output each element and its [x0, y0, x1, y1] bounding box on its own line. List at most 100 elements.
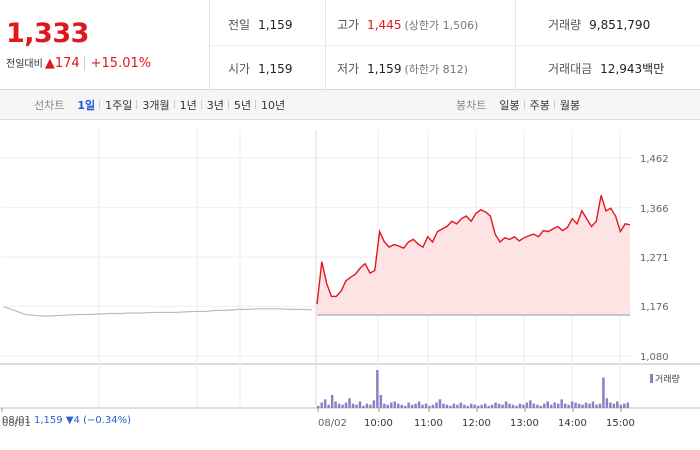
volume-bar	[383, 403, 386, 408]
today-price-line	[316, 195, 631, 316]
volume-bar	[317, 405, 320, 408]
volume-bar	[570, 401, 574, 408]
y-tick-label: 1,271	[640, 253, 669, 264]
volume-bar	[550, 404, 553, 408]
today-area-fill	[317, 195, 630, 316]
volume-bar	[452, 403, 456, 408]
x-tick-label: 12:00	[462, 418, 491, 429]
x-tick-label: 11:00	[414, 418, 443, 429]
volume-bar	[466, 405, 470, 408]
chart-period-tabbar: 선차트 1일 1주일 3개월 1년 3년 5년 10년 봉차트 일봉 주봉 월봉	[0, 90, 700, 120]
volume-bar	[567, 404, 570, 408]
volume-bar	[456, 404, 459, 408]
prev-close-cell: 전일 1,159	[228, 16, 292, 33]
volume-bar	[577, 403, 581, 408]
volume-bar	[560, 399, 563, 408]
volume-bar	[480, 404, 483, 408]
x-tick-label: 08/01	[2, 418, 31, 429]
volume-bar	[511, 404, 515, 408]
volume-bar	[348, 398, 351, 408]
divider	[210, 45, 700, 46]
tab-10year[interactable]: 10년	[255, 97, 290, 113]
volume-bar	[424, 403, 428, 408]
prev-day-note-change: ▼4	[65, 415, 80, 426]
volume-bar	[428, 405, 431, 408]
change-label: 전일대비	[6, 59, 43, 70]
x-tick-label: 08/02	[318, 418, 347, 429]
tab-daily-candle[interactable]: 일봉	[499, 99, 520, 112]
candle-chart-label: 봉차트	[456, 99, 487, 112]
volume-bar	[358, 401, 362, 408]
upper-limit: (상한가 1,506)	[404, 19, 479, 32]
volume-bar	[403, 405, 407, 408]
y-axis-labels: 1,462 1,366 1,271 1,176 1,080	[640, 154, 669, 363]
volume-bar	[623, 403, 626, 408]
tab-1year[interactable]: 1년	[173, 97, 202, 113]
volume-bar	[609, 402, 612, 408]
volume-bar	[515, 405, 518, 408]
volume-bar	[588, 403, 591, 408]
lower-limit: (하한가 812)	[404, 63, 468, 76]
intraday-price-chart[interactable]: 1,462 1,366 1,271 1,176 1,080 08/01 08/02 10:0…	[0, 120, 700, 450]
volume-bar	[355, 404, 358, 408]
volume-bar	[341, 404, 344, 408]
volume-bar	[470, 403, 473, 408]
tab-monthly-candle[interactable]: 월봉	[553, 97, 585, 113]
change-percent: +15.01%	[83, 56, 152, 71]
volume-cell: 거래량 9,851,790	[548, 16, 650, 33]
volume-bar	[463, 404, 466, 408]
volume-bar	[543, 403, 546, 408]
volume-bar	[327, 404, 330, 408]
volume-bar	[379, 394, 383, 408]
volume-bar	[449, 405, 452, 408]
tab-3year[interactable]: 3년	[200, 97, 229, 113]
low-value: 1,159	[367, 62, 402, 76]
volume-bar	[334, 401, 337, 408]
volume-bar	[563, 403, 567, 408]
tab-3month[interactable]: 3개월	[136, 97, 174, 113]
volume-value: 9,851,790	[589, 18, 651, 32]
volume-bar	[595, 404, 598, 408]
up-arrow-icon: ▲	[44, 56, 55, 71]
volume-bar	[323, 399, 327, 408]
tab-5year[interactable]: 5년	[227, 97, 256, 113]
high-value: 1,445	[367, 18, 402, 32]
low-cell: 저가 1,159 (하한가 812)	[337, 60, 468, 77]
volume-bar	[351, 403, 355, 408]
volume-bar	[438, 399, 442, 408]
tab-weekly-candle[interactable]: 주봉	[523, 97, 555, 113]
volume-bar	[476, 405, 480, 408]
volume-bar	[591, 401, 595, 408]
trade-value-value: 12,943	[600, 62, 643, 76]
line-chart-label: 선차트	[34, 99, 65, 112]
volume-bar	[365, 403, 369, 408]
volume-bar	[386, 404, 390, 408]
volume-legend: 거래량	[650, 372, 680, 385]
prev-day-note: 08/01 1,159 ▼4 (−0.34%)	[2, 415, 131, 426]
tab-1week[interactable]: 1주일	[99, 97, 137, 113]
prev-day-line	[3, 306, 313, 317]
volume-bar	[459, 402, 463, 408]
candle-chart-tabs: 봉차트 일봉 주봉 월봉	[456, 90, 585, 120]
volume-bar	[410, 404, 414, 408]
tab-1day[interactable]: 1일	[77, 99, 96, 112]
y-tick-label: 1,080	[640, 352, 669, 363]
prev-day-note-value: 1,159	[34, 415, 63, 426]
volume-bar	[494, 402, 497, 408]
volume-bar	[372, 400, 376, 408]
volume-bar	[581, 404, 584, 408]
high-label: 고가	[337, 18, 360, 32]
x-tick-label: 14:00	[558, 418, 587, 429]
x-tick-label: 10:00	[364, 418, 393, 429]
volume-bar	[435, 402, 438, 408]
volume-bar	[522, 404, 525, 408]
volume-bar	[330, 394, 334, 408]
volume-bar	[501, 404, 504, 408]
volume-bar	[616, 401, 619, 408]
volume-bar	[487, 405, 490, 408]
volume-bar	[574, 402, 577, 408]
volume-bar	[369, 404, 372, 408]
volume-bar	[539, 405, 543, 408]
volume-bar	[320, 402, 323, 408]
change-row: 전일대비 ▲174 +15.01%	[6, 55, 152, 71]
